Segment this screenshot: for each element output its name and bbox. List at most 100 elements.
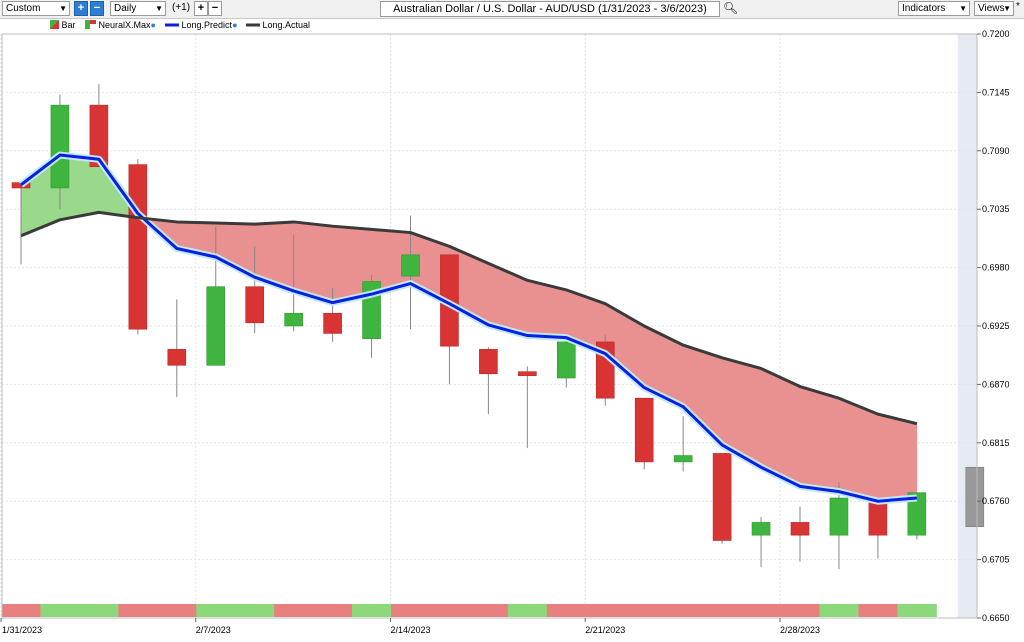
legend-item-long-predict[interactable]: Long.Predict● <box>165 20 238 30</box>
spread-fill <box>799 386 840 492</box>
interval-select[interactable]: Daily ▼ <box>110 1 166 16</box>
long-actual-line <box>20 210 918 426</box>
candle <box>790 506 810 562</box>
zoom-in-button[interactable]: + <box>74 1 88 16</box>
x-tick-label: 2/28/2023 <box>780 625 820 635</box>
neuralx-icon <box>85 20 96 29</box>
indicators-button[interactable]: Indicators ▼ <box>898 1 970 16</box>
candle <box>673 416 693 472</box>
candle-body <box>167 349 187 366</box>
candle-body <box>50 104 70 189</box>
legend-label: Bar <box>61 20 76 30</box>
chevron-down-icon: ▼ <box>959 4 967 13</box>
candle-body <box>790 522 810 536</box>
candle <box>362 275 381 358</box>
spread-fill <box>838 397 879 502</box>
candle <box>128 159 148 335</box>
range-select-value: Custom <box>6 3 41 14</box>
neuralx-segment <box>196 604 236 617</box>
symbol-title: Australian Dollar / U.S. Dollar - AUD/US… <box>393 3 707 15</box>
neuralx-segment <box>352 604 392 617</box>
candle <box>634 397 654 470</box>
legend-item-long-actual[interactable]: Long.Actual <box>246 20 310 30</box>
interval-select-value: Daily <box>114 3 137 14</box>
y-tick-label: 0.7200 <box>982 29 1010 39</box>
candle <box>245 246 264 334</box>
neuralx-segment <box>507 604 548 617</box>
views-button[interactable]: Views ▼ <box>974 1 1014 16</box>
neuralx-segment <box>663 604 704 617</box>
candle-body <box>245 286 264 324</box>
price-chart[interactable]: 0.7200 0.7145 0.7090 0.7035 0.6980 0.6925 0.68… <box>0 18 1024 642</box>
neuralx-segment <box>40 604 80 617</box>
neuralx-segment <box>118 604 158 617</box>
neuralx-segment <box>235 604 275 617</box>
candle <box>167 299 187 398</box>
candle-icon <box>50 20 59 29</box>
chevron-down-icon: ▼ <box>1003 4 1011 13</box>
candle-body <box>829 497 849 536</box>
candle-body <box>518 371 537 376</box>
y-tick-label: 0.6815 <box>982 438 1010 448</box>
neuralx-segment <box>157 604 197 617</box>
candle-body <box>634 397 654 463</box>
plus-icon: + <box>77 2 85 14</box>
neuralx-segment <box>79 604 119 617</box>
plus-icon: + <box>197 2 205 14</box>
candle-body <box>323 312 342 334</box>
long-predict-line <box>20 153 917 503</box>
zoom-out-button[interactable]: − <box>90 1 104 16</box>
candle-body <box>712 453 732 541</box>
spread-fill <box>877 413 918 502</box>
candle <box>556 334 576 388</box>
line-swatch-icon <box>246 23 260 27</box>
candle <box>89 83 109 168</box>
candle-body <box>284 312 303 327</box>
symbol-title-field[interactable]: Australian Dollar / U.S. Dollar - AUD/US… <box>380 1 720 17</box>
legend-item-bar[interactable]: Bar <box>50 20 76 30</box>
forecast-candle <box>965 466 985 527</box>
search-icon[interactable]: 🔍︎ <box>723 1 739 15</box>
chevron-down-icon: ▼ <box>155 4 163 13</box>
y-tick-label: 0.6705 <box>982 555 1010 565</box>
y-tick-label: 0.6980 <box>982 263 1010 273</box>
neuralx-segment <box>1 604 41 617</box>
views-label: Views <box>978 3 1005 14</box>
candle <box>751 517 771 568</box>
add-offset-button[interactable]: + <box>194 1 208 16</box>
remove-offset-button[interactable]: − <box>208 1 222 16</box>
neuralx-segment <box>313 604 353 617</box>
range-select[interactable]: Custom ▼ <box>2 1 70 16</box>
candle <box>323 287 342 342</box>
y-tick-label: 0.6760 <box>982 496 1010 506</box>
x-tick-label: 2/21/2023 <box>585 625 625 635</box>
candle-body <box>479 349 498 375</box>
neuralx-segment <box>274 604 314 617</box>
candle-body <box>907 492 927 536</box>
y-tick-label: 0.6650 <box>982 613 1010 623</box>
neuralx-segment <box>897 604 937 617</box>
candle-body <box>673 455 693 463</box>
legend-label: NeuralX.Max <box>98 20 151 30</box>
candle <box>868 497 888 559</box>
candle-body <box>556 341 576 379</box>
legend-item-neuralx[interactable]: NeuralX.Max● <box>85 20 156 30</box>
candle <box>401 215 420 330</box>
y-tick-label: 0.6870 <box>982 379 1010 389</box>
x-tick-label: 2/7/2023 <box>196 625 231 635</box>
candle-body <box>128 164 148 330</box>
candle <box>206 226 226 366</box>
x-tick-label: 1/31/2023 <box>2 625 42 635</box>
candle <box>595 334 615 406</box>
candle-body <box>401 254 420 277</box>
x-tick-label: 2/14/2023 <box>391 625 431 635</box>
candle-body <box>89 104 109 168</box>
neuralx-segment <box>546 604 587 617</box>
neuralx-segment <box>858 604 898 617</box>
candle <box>518 366 537 449</box>
asterisk-icon[interactable]: * <box>1016 1 1020 12</box>
neuralx-segment <box>702 604 743 617</box>
legend-label: Long.Actual <box>262 20 311 30</box>
line-swatch-icon <box>165 23 179 27</box>
minus-icon: − <box>93 2 101 14</box>
